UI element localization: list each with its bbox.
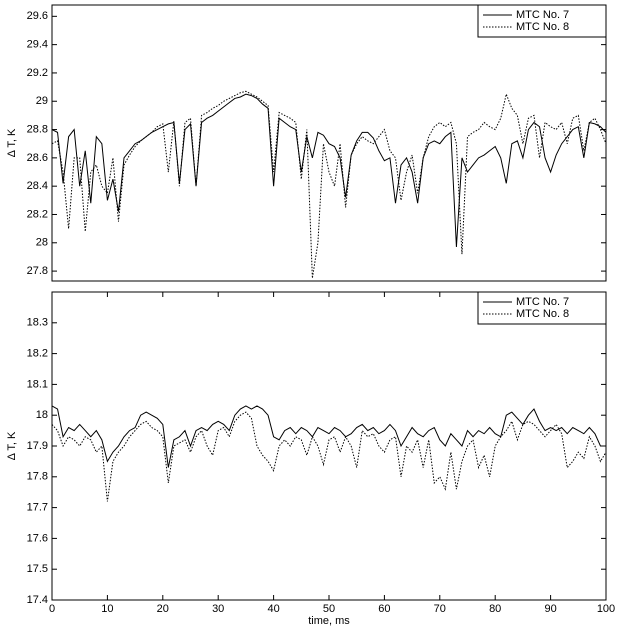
y-tick-label: 28.2 xyxy=(27,208,48,220)
y-tick-label: 28 xyxy=(36,237,48,249)
y-tick-label: 18.1 xyxy=(27,378,48,390)
axes-frame xyxy=(51,4,607,282)
x-tick-label: 0 xyxy=(49,603,55,615)
y-tick-label: 28.8 xyxy=(27,123,48,135)
x-tick-label: 50 xyxy=(323,603,335,615)
y-tick-label: 29.6 xyxy=(27,10,48,22)
series-group xyxy=(52,90,606,279)
legend-box xyxy=(477,4,607,38)
legend-label: MTC No. 8 xyxy=(516,308,569,320)
y-axis-label: Δ T, K xyxy=(6,128,18,157)
x-tick-label: 30 xyxy=(212,603,224,615)
legend-label: MTC No. 8 xyxy=(516,21,569,33)
series-line xyxy=(52,411,606,502)
y-tick-label: 17.9 xyxy=(27,440,48,452)
x-tick-label: 70 xyxy=(434,603,446,615)
y-tick-label: 29.2 xyxy=(27,67,48,79)
y-tick-label: 17.5 xyxy=(27,563,48,575)
x-tick-label: 40 xyxy=(267,603,279,615)
x-tick-label: 20 xyxy=(157,603,169,615)
y-tick-label: 17.6 xyxy=(27,532,48,544)
y-tick-label: 18 xyxy=(36,409,48,421)
y-tick-label: 29.4 xyxy=(27,39,48,51)
x-tick-label: 90 xyxy=(544,603,556,615)
plot-area xyxy=(52,292,606,600)
y-tick-label: 18.3 xyxy=(27,317,48,329)
y-axis-label: Δ T, K xyxy=(6,431,18,460)
y-tick-label: 29 xyxy=(36,95,48,107)
series-group xyxy=(52,405,606,502)
y-tick-label: 17.8 xyxy=(27,471,48,483)
series-line xyxy=(52,90,606,279)
legend-label: MTC No. 7 xyxy=(516,296,569,308)
x-tick-label: 10 xyxy=(101,603,113,615)
x-tick-label: 100 xyxy=(597,603,615,615)
legend-box xyxy=(477,291,607,325)
axes-frame xyxy=(51,291,607,601)
series-line xyxy=(52,405,606,468)
y-tick-label: 28.4 xyxy=(27,180,48,192)
x-tick-label: 60 xyxy=(378,603,390,615)
legend-label: MTC No. 7 xyxy=(516,9,569,21)
y-tick-label: 27.8 xyxy=(27,265,48,277)
x-tick-label: 80 xyxy=(489,603,501,615)
x-axis-label: time, ms xyxy=(308,615,350,627)
y-tick-label: 28.6 xyxy=(27,152,48,164)
y-tick-label: 17.7 xyxy=(27,502,48,514)
y-tick-label: 17.4 xyxy=(27,594,48,606)
y-tick-label: 18.2 xyxy=(27,348,48,360)
